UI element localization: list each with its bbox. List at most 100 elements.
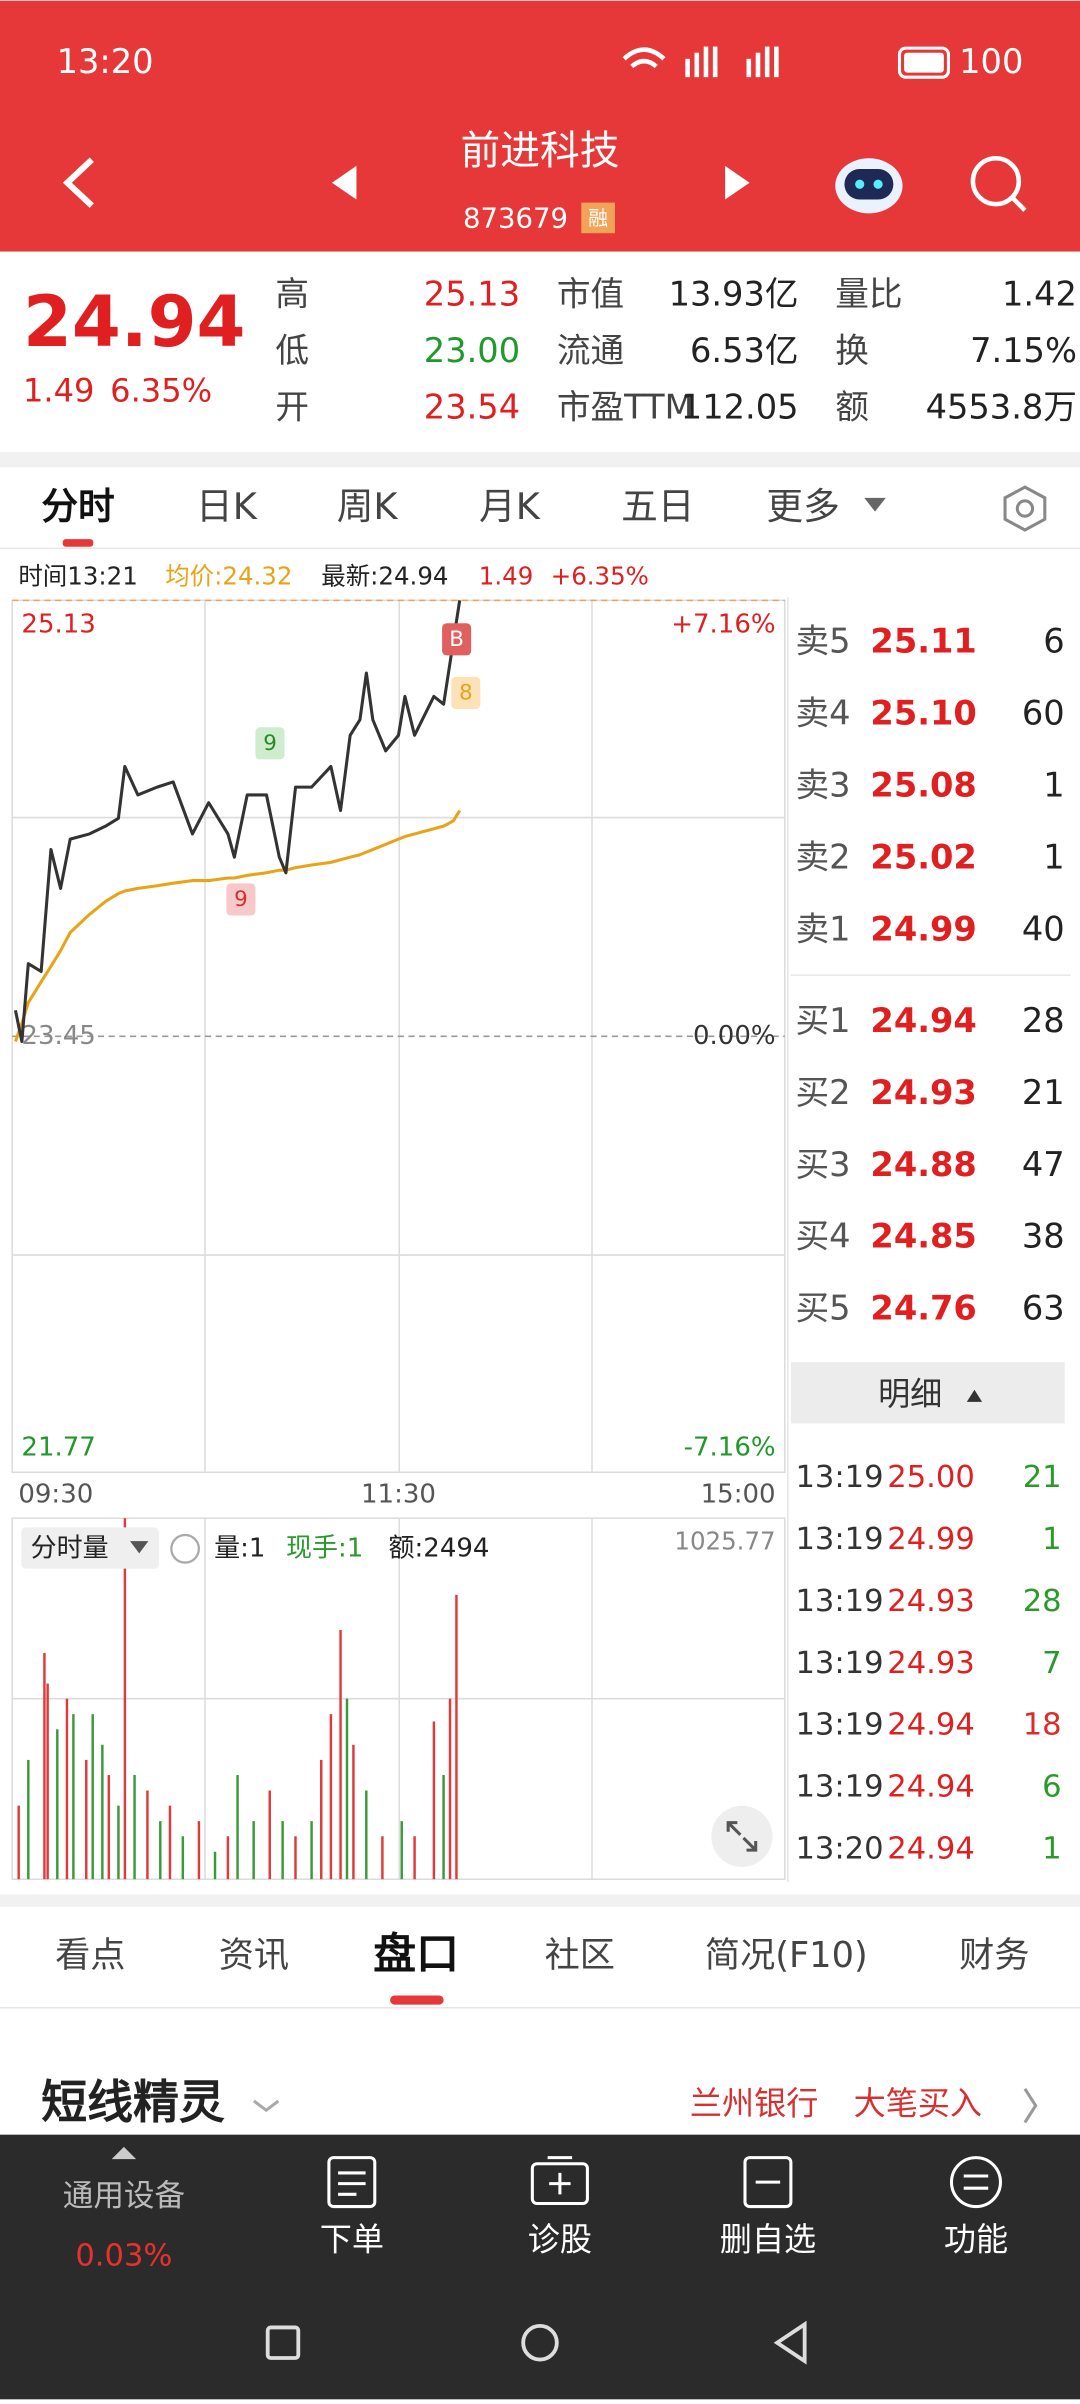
volume-bar xyxy=(107,1775,111,1880)
content-tab[interactable]: 资讯 xyxy=(219,1935,289,1976)
stat-label: 市盈TTM xyxy=(557,388,694,427)
period-tabs: 分时 日K 周K 月K 五日 更多 xyxy=(41,485,886,528)
book-volume: 1 xyxy=(1043,837,1064,876)
next-stock-button[interactable] xyxy=(725,165,750,200)
y2-tick-label: 0.00% xyxy=(693,1021,776,1051)
x-tick-label: 11:30 xyxy=(361,1480,436,1510)
trade-price: 24.93 xyxy=(887,1584,975,1619)
last-price: 24.94 xyxy=(23,281,246,363)
nav-back[interactable] xyxy=(773,2320,807,2365)
volume-selector[interactable] xyxy=(21,1527,160,1569)
nav-recent[interactable] xyxy=(265,2325,301,2360)
trade-price: 24.99 xyxy=(887,1522,975,1557)
spirit-more[interactable] xyxy=(1023,2087,1038,2124)
signal-label: 9 xyxy=(234,887,248,912)
book-level: 买3 xyxy=(795,1145,850,1184)
spirit-expand[interactable] xyxy=(253,2099,280,2113)
period-tab[interactable]: 五日 xyxy=(621,485,694,528)
volume-bar xyxy=(294,1836,297,1880)
toolbar-expand[interactable] xyxy=(111,2146,137,2160)
book-level: 卖4 xyxy=(795,694,850,733)
book-price: 25.08 xyxy=(870,765,976,804)
book-price: 24.88 xyxy=(870,1145,976,1184)
stat-label: 额 xyxy=(835,388,869,427)
section-divider xyxy=(0,451,1080,468)
volume-chart: 1025.77 xyxy=(17,1518,776,1880)
index-name[interactable]: 通用设备 xyxy=(63,2179,185,2214)
content-tab[interactable]: 看点 xyxy=(55,1935,125,1976)
stat-value: 1.42 xyxy=(1002,274,1077,313)
volume-selector-label[interactable]: 分时量 xyxy=(31,1533,109,1563)
back-button[interactable] xyxy=(62,157,94,208)
volume-bar xyxy=(85,1759,88,1880)
volume-bar xyxy=(197,1821,201,1880)
header-background xyxy=(0,0,1080,252)
volume-bar xyxy=(400,1821,403,1880)
trade-price: 24.93 xyxy=(887,1646,975,1681)
search-button[interactable] xyxy=(970,155,1027,212)
stat-value: 112.05 xyxy=(681,388,799,427)
book-level: 买2 xyxy=(795,1073,850,1112)
help-icon[interactable] xyxy=(170,1533,201,1564)
volume-bar xyxy=(101,1744,104,1880)
book-level: 卖5 xyxy=(795,622,850,661)
book-volume: 60 xyxy=(1022,694,1065,733)
volume-bar xyxy=(56,1729,59,1880)
toolbar-button[interactable]: 删自选 xyxy=(720,2221,816,2259)
current-hand: 现手:1 xyxy=(286,1533,363,1563)
volume-bar xyxy=(65,1698,69,1880)
book-price: 25.11 xyxy=(870,622,976,661)
content-tab[interactable]: 盘口 xyxy=(373,1930,459,1980)
spirit-stock[interactable]: 兰州银行 xyxy=(690,2085,818,2123)
period-tab[interactable]: 月K xyxy=(479,485,541,528)
toolbar-buttons: 下单 诊股 删自选 功能 xyxy=(320,2221,1008,2259)
expand-button[interactable] xyxy=(711,1805,773,1867)
book-level: 卖1 xyxy=(795,909,850,948)
x-tick-label: 15:00 xyxy=(701,1480,776,1510)
status-icons xyxy=(622,46,950,79)
settings-button[interactable] xyxy=(1003,485,1047,532)
book-volume: 47 xyxy=(1022,1145,1065,1184)
section-divider xyxy=(0,1894,1080,1907)
trade-volume: 1 xyxy=(1042,1522,1061,1557)
content-tab[interactable]: 财务 xyxy=(959,1935,1029,1976)
stat-label: 高 xyxy=(275,274,309,313)
info-latest: 最新:24.94 xyxy=(321,561,448,590)
signal-label: 9 xyxy=(263,731,277,756)
prev-stock-button[interactable] xyxy=(331,165,357,200)
volume-bar xyxy=(123,1518,127,1880)
y-tick-label: 25.13 xyxy=(21,609,95,639)
trade-volume: 18 xyxy=(1023,1708,1062,1743)
spirit-event[interactable]: 大笔买入 xyxy=(854,2085,982,2123)
y-tick-label: 1025.77 xyxy=(674,1527,775,1556)
period-tab[interactable]: 更多 xyxy=(766,485,839,528)
toolbar-button[interactable]: 功能 xyxy=(944,2221,1008,2259)
stock-code: 873679 xyxy=(463,202,568,234)
signal-label: B xyxy=(449,627,464,652)
volume-bar xyxy=(345,1698,349,1880)
book-level: 买1 xyxy=(795,1001,850,1040)
y-tick-label: 21.77 xyxy=(21,1432,95,1462)
volume-bar xyxy=(133,1775,136,1880)
stat-label: 量比 xyxy=(835,274,902,313)
detail-button-bg[interactable] xyxy=(790,1362,1065,1424)
period-tab[interactable]: 分时 xyxy=(41,485,114,528)
content-tab[interactable]: 简况(F10) xyxy=(705,1935,868,1976)
period-tab[interactable]: 日K xyxy=(196,485,258,528)
content-tab[interactable]: 社区 xyxy=(545,1935,615,1976)
period-tab[interactable]: 周K xyxy=(337,485,399,528)
toolbar-button[interactable]: 下单 xyxy=(320,2221,384,2259)
margin-badge-bg xyxy=(581,202,615,234)
toolbar-button[interactable]: 诊股 xyxy=(528,2221,592,2259)
info-avg: 均价:24.32 xyxy=(165,561,292,590)
nav-home[interactable] xyxy=(521,2323,559,2362)
volume-bar xyxy=(252,1821,255,1880)
avg-price-line xyxy=(14,809,461,1043)
order-book: 卖5 25.11 6 卖4 25.10 60 卖3 25.08 1 卖2 25.02 1 卖1 24.99… xyxy=(795,622,1064,1328)
robot-button[interactable] xyxy=(835,158,903,214)
stat-value: 7.15% xyxy=(970,331,1077,370)
stat-value: 4553.8万 xyxy=(926,388,1077,427)
volume-bar xyxy=(268,1790,271,1880)
detail-button[interactable]: 明细 xyxy=(878,1375,942,1413)
volume-bar xyxy=(91,1714,94,1880)
